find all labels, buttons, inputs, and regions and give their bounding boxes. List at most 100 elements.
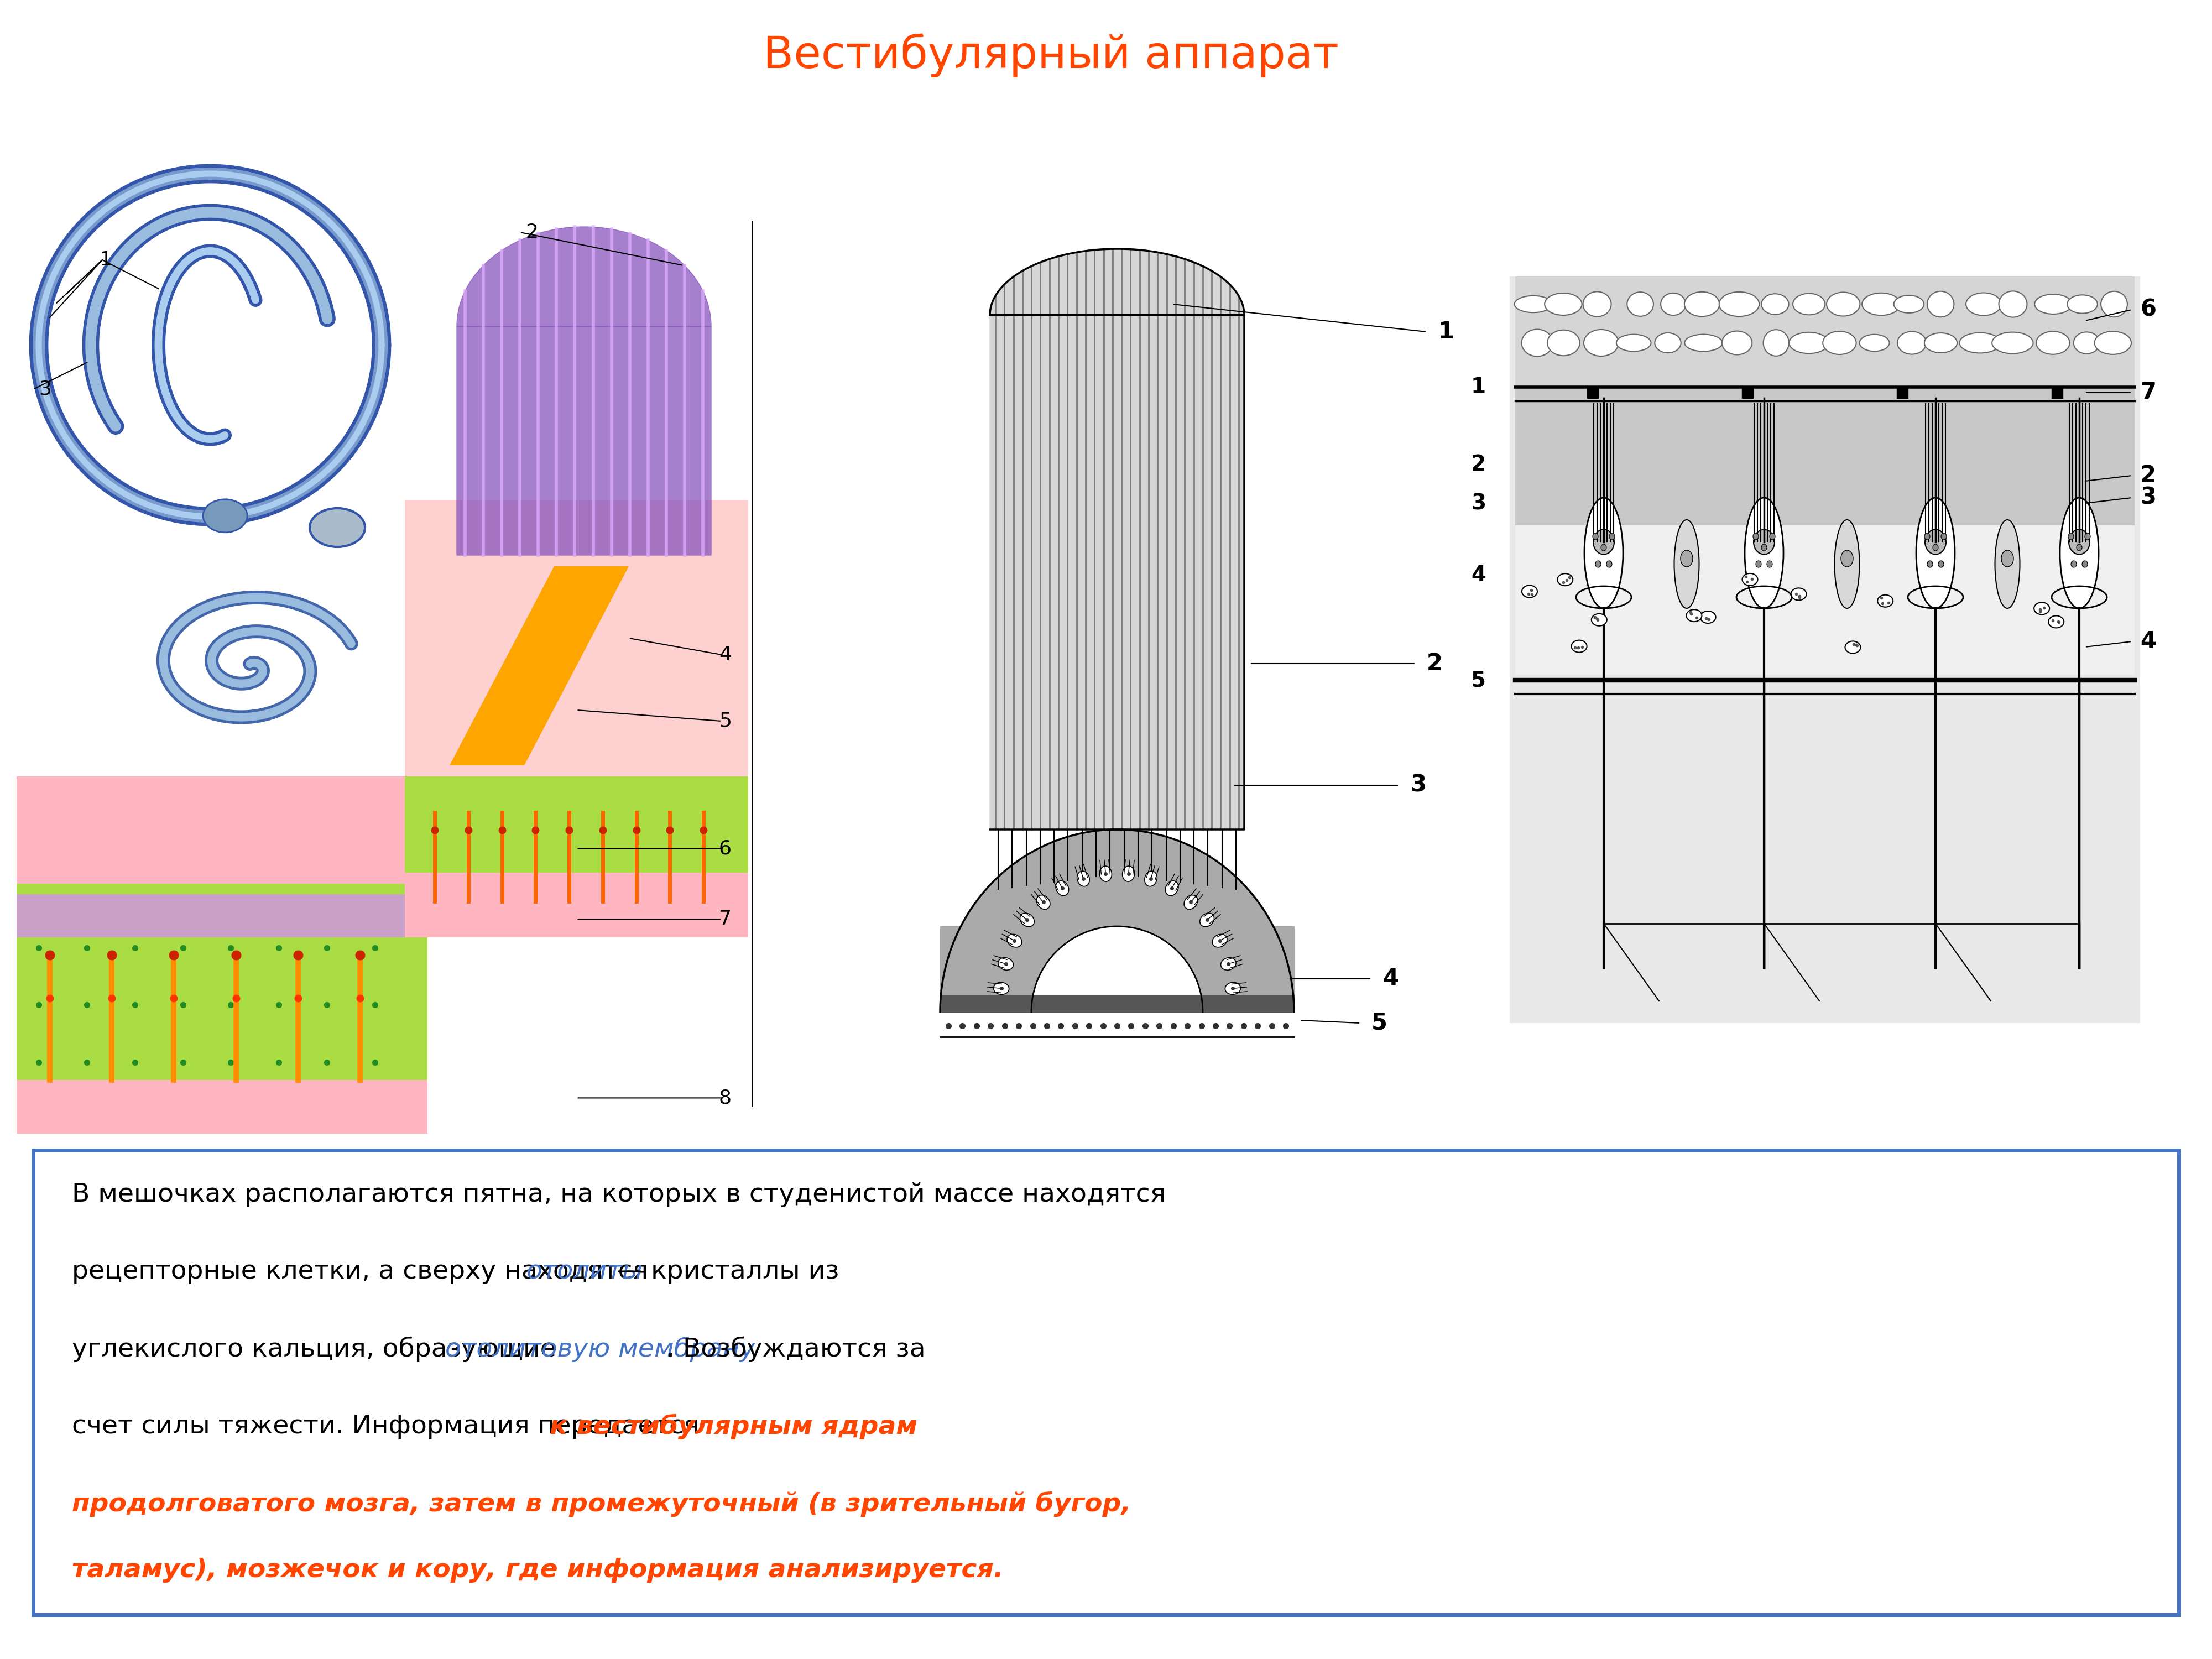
FancyBboxPatch shape	[1515, 277, 2135, 387]
Text: 2: 2	[1471, 455, 1486, 474]
Ellipse shape	[204, 499, 248, 533]
Ellipse shape	[2068, 295, 2097, 314]
Ellipse shape	[2081, 561, 2088, 567]
Ellipse shape	[310, 508, 365, 547]
Ellipse shape	[1606, 561, 1613, 567]
Text: 4: 4	[719, 645, 732, 664]
Ellipse shape	[1686, 609, 1701, 622]
Ellipse shape	[1661, 294, 1686, 315]
Ellipse shape	[1601, 544, 1606, 551]
FancyBboxPatch shape	[1898, 387, 1907, 398]
Text: продолговатого мозга, затем в промежуточный (в зрительный бугор,: продолговатого мозга, затем в промежуточ…	[71, 1491, 1130, 1516]
Ellipse shape	[1655, 333, 1681, 353]
Ellipse shape	[1595, 561, 1601, 567]
FancyBboxPatch shape	[18, 894, 427, 937]
Text: Вестибулярный аппарат: Вестибулярный аппарат	[763, 33, 1338, 78]
Text: 5: 5	[1471, 670, 1486, 690]
Ellipse shape	[1933, 544, 1938, 551]
Ellipse shape	[1761, 294, 1790, 315]
Ellipse shape	[1863, 294, 1900, 315]
FancyBboxPatch shape	[1588, 387, 1597, 398]
Text: 2: 2	[526, 222, 538, 242]
Ellipse shape	[1584, 330, 1619, 357]
Text: 2: 2	[2141, 465, 2157, 488]
Text: отолитовую мембрану: отолитовую мембрану	[445, 1337, 754, 1362]
FancyBboxPatch shape	[1515, 387, 2135, 542]
Ellipse shape	[1893, 295, 1924, 314]
Ellipse shape	[998, 957, 1013, 971]
FancyBboxPatch shape	[18, 194, 763, 1133]
Ellipse shape	[1548, 330, 1579, 355]
Ellipse shape	[1878, 596, 1893, 607]
Ellipse shape	[2048, 615, 2064, 627]
Ellipse shape	[1584, 498, 1624, 609]
Ellipse shape	[1225, 982, 1241, 994]
Ellipse shape	[1686, 335, 1723, 352]
Ellipse shape	[1845, 640, 1860, 654]
Ellipse shape	[2101, 292, 2128, 317]
Ellipse shape	[1834, 519, 1860, 609]
Ellipse shape	[1743, 574, 1759, 586]
Polygon shape	[940, 926, 1031, 1012]
Ellipse shape	[1924, 533, 1929, 539]
Ellipse shape	[1590, 614, 1606, 625]
Ellipse shape	[1756, 561, 1761, 567]
FancyBboxPatch shape	[1509, 277, 2141, 1024]
Ellipse shape	[1701, 611, 1717, 624]
Ellipse shape	[1055, 881, 1068, 896]
Text: счет силы тяжести. Информация передается: счет силы тяжести. Информация передается	[71, 1413, 708, 1438]
Ellipse shape	[1960, 333, 2000, 353]
Text: 7: 7	[2141, 382, 2157, 405]
FancyBboxPatch shape	[2053, 387, 2062, 398]
Text: 8: 8	[719, 1088, 732, 1107]
Text: отолиты: отолиты	[526, 1259, 644, 1284]
Ellipse shape	[1754, 529, 1774, 554]
Text: 5: 5	[719, 712, 732, 730]
Ellipse shape	[1077, 871, 1091, 886]
FancyBboxPatch shape	[1743, 387, 1752, 398]
Ellipse shape	[1721, 332, 1752, 355]
Ellipse shape	[1927, 292, 1953, 317]
FancyBboxPatch shape	[33, 1150, 2179, 1614]
Ellipse shape	[1927, 561, 1933, 567]
Ellipse shape	[1166, 881, 1179, 896]
Ellipse shape	[993, 982, 1009, 994]
Ellipse shape	[1617, 335, 1650, 352]
Ellipse shape	[1860, 335, 1889, 352]
Ellipse shape	[1221, 957, 1237, 971]
FancyBboxPatch shape	[405, 873, 748, 937]
Ellipse shape	[2084, 533, 2090, 539]
Polygon shape	[940, 830, 1294, 1012]
Ellipse shape	[2035, 294, 2073, 314]
Ellipse shape	[1770, 533, 1774, 539]
Ellipse shape	[2068, 533, 2075, 539]
Ellipse shape	[1584, 292, 1610, 317]
Ellipse shape	[1924, 333, 1958, 353]
Ellipse shape	[1942, 533, 1947, 539]
Ellipse shape	[1683, 292, 1719, 317]
Ellipse shape	[1183, 896, 1197, 909]
Text: 3: 3	[40, 380, 51, 398]
Text: 2: 2	[1427, 652, 1442, 675]
Ellipse shape	[2077, 544, 2081, 551]
Ellipse shape	[2000, 290, 2026, 317]
Ellipse shape	[1212, 934, 1228, 947]
FancyBboxPatch shape	[18, 884, 427, 1080]
Text: 1: 1	[1471, 377, 1486, 398]
Ellipse shape	[1827, 292, 1860, 317]
Ellipse shape	[1006, 934, 1022, 947]
Text: рецепторные клетки, а сверху находятся: рецепторные клетки, а сверху находятся	[71, 1259, 657, 1284]
Text: . Возбуждаются за: . Возбуждаются за	[666, 1337, 925, 1362]
Ellipse shape	[1593, 533, 1597, 539]
Ellipse shape	[1571, 640, 1586, 652]
Ellipse shape	[1020, 912, 1035, 927]
Ellipse shape	[2037, 332, 2070, 355]
Ellipse shape	[2035, 602, 2051, 614]
Ellipse shape	[1544, 294, 1582, 315]
Polygon shape	[991, 249, 1243, 830]
Text: 6: 6	[719, 839, 732, 858]
Polygon shape	[1203, 926, 1294, 1012]
Text: 5: 5	[1371, 1012, 1387, 1035]
Ellipse shape	[2095, 332, 2132, 355]
Ellipse shape	[1924, 529, 1947, 554]
